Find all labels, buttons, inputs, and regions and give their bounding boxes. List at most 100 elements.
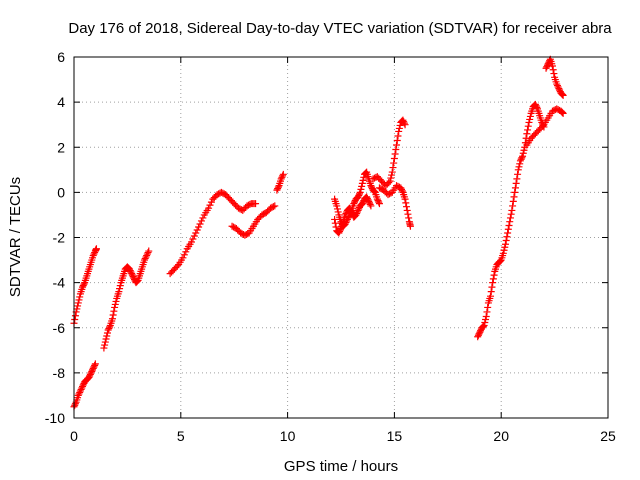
data-point <box>549 66 557 74</box>
data-point <box>503 233 511 241</box>
data-point <box>548 62 556 70</box>
data-point <box>513 175 521 183</box>
data-point <box>206 201 214 209</box>
data-point <box>252 200 260 208</box>
data-point <box>143 252 151 260</box>
data-point <box>509 202 517 210</box>
data-point <box>331 219 339 227</box>
data-point <box>341 211 349 219</box>
data-point <box>112 297 120 305</box>
data-point <box>558 108 566 116</box>
data-point <box>389 164 397 172</box>
data-point <box>532 102 540 110</box>
data-point <box>71 315 79 323</box>
data-point <box>273 186 281 194</box>
data-point <box>357 185 365 193</box>
y-tick-label: 4 <box>57 94 65 110</box>
data-point <box>101 338 109 346</box>
data-point <box>484 303 492 311</box>
data-point <box>477 327 485 335</box>
data-point <box>140 256 148 264</box>
data-point <box>353 209 361 217</box>
data-point <box>347 207 355 215</box>
data-point <box>111 303 119 311</box>
x-tick-label: 25 <box>600 428 616 444</box>
data-point <box>104 326 112 334</box>
data-point <box>509 197 517 205</box>
data-point <box>359 198 367 206</box>
data-point <box>199 214 207 222</box>
data-points <box>70 55 567 411</box>
data-point <box>346 206 354 214</box>
data-point <box>508 206 516 214</box>
data-point <box>504 229 512 237</box>
data-point <box>368 183 376 191</box>
data-point <box>474 333 482 341</box>
data-point <box>403 203 411 211</box>
data-point <box>401 195 409 203</box>
data-point <box>116 282 124 290</box>
data-point <box>365 197 373 205</box>
data-point <box>476 328 484 336</box>
data-point <box>524 122 532 130</box>
chart-title: Day 176 of 2018, Sidereal Day-to-day VTE… <box>68 20 612 37</box>
data-point <box>399 116 407 124</box>
data-point <box>391 150 399 158</box>
data-point <box>277 175 285 183</box>
data-point <box>359 176 367 184</box>
data-point <box>336 226 344 234</box>
data-point <box>510 193 518 201</box>
data-point <box>195 223 203 231</box>
data-point <box>103 329 111 337</box>
data-point <box>511 184 519 192</box>
data-point <box>79 283 87 291</box>
data-point <box>78 384 86 392</box>
data-point <box>278 173 286 181</box>
data-point <box>504 225 512 233</box>
data-point <box>475 330 483 338</box>
data-point <box>367 202 375 210</box>
data-point <box>101 341 109 349</box>
data-point <box>396 121 404 129</box>
data-point <box>518 154 526 162</box>
data-point <box>91 360 99 368</box>
x-tick-label: 0 <box>70 428 78 444</box>
data-point <box>190 232 198 240</box>
data-point <box>558 109 566 117</box>
data-point <box>90 363 98 371</box>
data-point <box>89 364 97 372</box>
data-point <box>128 271 136 279</box>
data-point <box>501 243 509 251</box>
data-point <box>351 198 359 206</box>
data-point <box>141 255 149 263</box>
data-point <box>556 86 564 94</box>
data-point <box>352 211 360 219</box>
data-point <box>558 91 566 99</box>
data-point <box>400 118 408 126</box>
x-tick-label: 5 <box>177 428 185 444</box>
data-point <box>86 372 94 380</box>
data-point <box>393 141 401 149</box>
data-point <box>490 271 498 279</box>
data-point <box>196 220 204 228</box>
data-point <box>346 204 354 212</box>
data-point <box>92 245 100 253</box>
data-point <box>102 335 110 343</box>
data-point <box>333 205 341 213</box>
data-point <box>500 246 508 254</box>
data-point <box>358 182 366 190</box>
data-point <box>116 285 124 293</box>
data-point <box>362 169 370 177</box>
data-point <box>496 258 504 266</box>
data-point <box>499 249 507 257</box>
data-point <box>86 370 94 378</box>
data-point <box>360 173 368 181</box>
data-point <box>187 238 195 246</box>
data-point <box>366 200 374 208</box>
data-point <box>489 279 497 287</box>
data-point <box>75 390 83 398</box>
data-point <box>358 200 366 208</box>
data-point <box>106 323 114 331</box>
data-point <box>394 132 402 140</box>
data-point <box>110 307 118 315</box>
